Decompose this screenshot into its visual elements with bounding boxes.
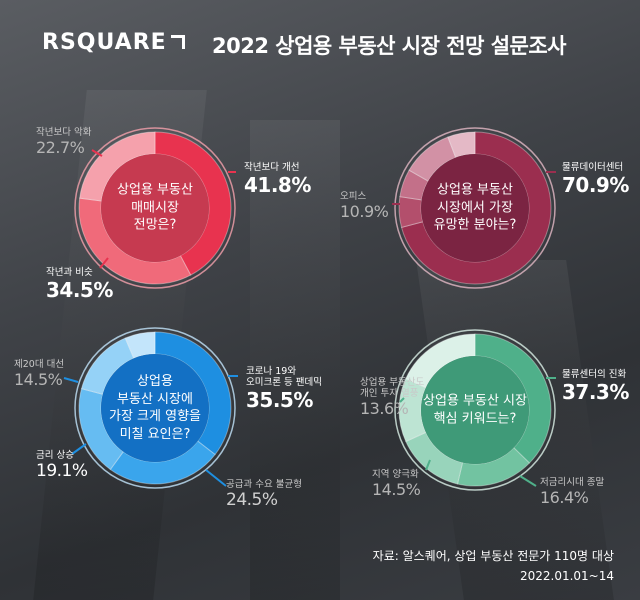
slice-name: 오피스	[340, 191, 367, 202]
chart2-question-line: 유망한 분야는?	[433, 217, 517, 233]
chart3-question-line: 상업용	[137, 373, 173, 389]
slice-value: 41.8%	[244, 172, 311, 197]
slice-name: 제20대 대선	[14, 359, 65, 370]
chart4-center	[421, 356, 529, 464]
chart2-question-line: 상업용 부동산	[437, 182, 513, 198]
brand-mark-icon	[170, 35, 185, 49]
chart3-question-line: 가장 크게 영향을	[109, 409, 201, 424]
chart1-slice-label: 작년보다 개선 41.8%	[244, 162, 311, 197]
chart4-leader-line	[425, 459, 431, 471]
slice-value: 14.5%	[14, 369, 63, 389]
chart1-leader-line	[91, 149, 103, 157]
header: RSQUARE 2022 상업용 부동산 시장 전망 설문조사	[0, 0, 640, 90]
slice-value: 16.4%	[540, 487, 589, 507]
chart1-center	[101, 154, 209, 262]
survey-date: 2022.01.01~14	[519, 569, 614, 583]
brand-logo: RSQUARE	[42, 30, 185, 55]
chart2-question-line: 시장에서 가장	[437, 200, 513, 216]
chart1-question: 상업용 부동산 매매시장 전망은?	[117, 182, 193, 235]
chart2-slice-label: 오피스 10.9%	[340, 191, 389, 221]
page-title: 2022 상업용 부동산 시장 전망 설문조사	[212, 34, 566, 58]
chart4-slice-label: 물류센터의 진화 37.3%	[562, 369, 629, 404]
slice-name: 저금리시대 종말	[540, 477, 605, 488]
chart2-center	[421, 154, 529, 262]
chart2-question: 상업용 부동산 시장에서 가장 유망한 분야는?	[434, 182, 517, 235]
slice-name: 작년보다 악화	[36, 127, 92, 138]
slice-value: 70.9%	[562, 172, 629, 197]
slice-value: 24.5%	[226, 489, 278, 510]
slice-name: 작년보다 개선	[244, 162, 300, 173]
chart2-slice	[398, 196, 424, 228]
chart3-question: 상업용 부동산 시장에 가장 크게 영향을 미칠 요인은?	[109, 373, 201, 443]
slice-name: 물류데이터센터	[562, 162, 624, 173]
chart3-question-line: 미칠 요인은?	[119, 426, 191, 442]
chart3-slice-label: 제20대 대선 14.5%	[14, 359, 65, 389]
chart4-slice-label: 저금리시대 종말 16.4%	[540, 477, 605, 507]
slice-value: 34.5%	[46, 277, 113, 302]
background-building	[250, 120, 340, 600]
chart4-slice-label: 지역 양극화 14.5%	[372, 469, 421, 499]
slice-name: 물류센터의 진화	[562, 369, 627, 380]
chart4-slice-label: 상업용 부동산도 개인 투자 열풍 13.6%	[360, 377, 425, 418]
slice-value: 19.1%	[36, 460, 88, 481]
chart3-leader-line	[71, 443, 87, 455]
chart2-slice-label: 물류데이터센터 70.9%	[562, 162, 629, 197]
slice-name: 금리 상승	[36, 450, 74, 461]
chart1-leader-line	[99, 257, 109, 269]
chart3-outer-ring	[74, 327, 236, 489]
slice-value: 37.3%	[562, 379, 629, 404]
source-note: 자료: 알스퀘어, 상업 부동산 전문가 110명 대상	[372, 549, 614, 563]
slice-name: 코로나 19와	[246, 366, 297, 377]
chart3-question-line: 부동산 시장에	[117, 391, 193, 407]
slice-name: 상업용 부동산도	[360, 377, 425, 388]
chart4-question: 상업용 부동산 시장 핵심 키워드는?	[423, 392, 527, 427]
slice-name: 작년과 비슷	[46, 267, 93, 278]
chart1-outer-ring	[74, 127, 236, 289]
slice-name: 개인 투자 열풍	[360, 387, 419, 399]
slice-value: 10.9%	[340, 201, 389, 221]
chart2-outer-ring	[394, 127, 556, 289]
slice-value: 13.6%	[360, 398, 409, 418]
slice-value: 35.5%	[246, 387, 313, 412]
chart1-question-line: 전망은?	[133, 217, 177, 233]
slice-name: 오미크론 등 팬데믹	[246, 376, 322, 388]
slice-value: 22.7%	[36, 137, 85, 157]
chart3-leader-line	[63, 377, 79, 383]
chart3-slice-label: 금리 상승 19.1%	[36, 450, 88, 481]
chart1-slice-label: 작년과 비슷 34.5%	[46, 267, 113, 302]
slice-name: 지역 양극화	[372, 469, 419, 480]
chart1-question-line: 매매시장	[131, 200, 179, 216]
chart4-leader-line	[399, 397, 405, 403]
slice-value: 14.5%	[372, 479, 421, 499]
brand-text: RSQUARE	[42, 30, 167, 55]
chart3-slice-label: 코로나 19와 오미크론 등 팬데믹 35.5%	[246, 366, 322, 412]
chart3-center	[101, 354, 209, 462]
chart4-outer-ring	[394, 329, 556, 491]
chart4-question-line: 상업용 부동산 시장	[423, 393, 527, 409]
chart4-leader-line	[519, 475, 537, 487]
chart3-leader-line	[205, 469, 227, 487]
chart1-question-line: 상업용 부동산	[117, 182, 193, 198]
chart3-slice-label: 공급과 수요 불균형 24.5%	[226, 479, 302, 510]
chart4-question-line: 핵심 키워드는?	[433, 411, 517, 426]
chart1-slice-label: 작년보다 악화 22.7%	[36, 127, 92, 157]
slice-name: 공급과 수요 불균형	[226, 479, 302, 490]
